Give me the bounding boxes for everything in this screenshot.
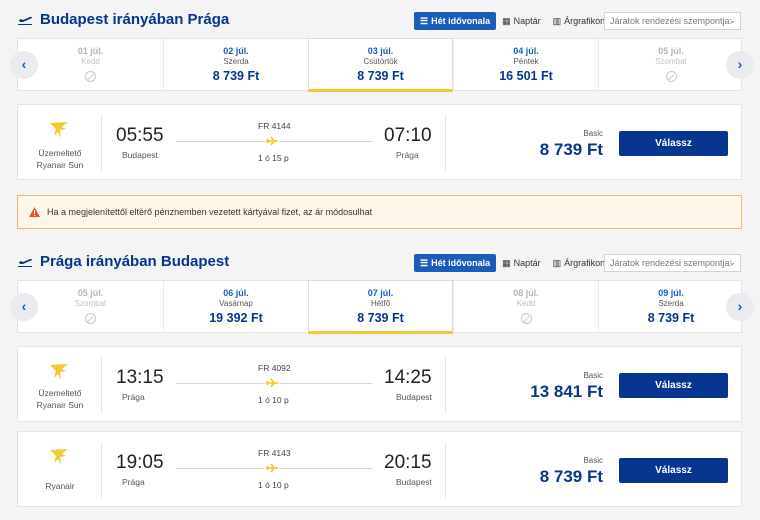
arrival-time: 14:25 — [384, 367, 432, 388]
operator-label: Ryanair — [45, 481, 75, 491]
inbound-sort-select[interactable]: Járatok rendezési szempontja: ⌄ — [604, 254, 741, 272]
outbound-view-calendar[interactable]: ▦ Naptár — [502, 15, 541, 27]
fare-type: Basic — [583, 456, 603, 465]
inbound-view-toggle: ☰ Hét idővonala ▦ Naptár ▥ Árgrafikon — [414, 254, 611, 272]
chevron-down-icon: ⌄ — [728, 257, 736, 267]
inbound-date-strip: 05 júl. Szombat 06 júl. Vasárnap 19 392 … — [10, 280, 754, 334]
arrival-city: Prága — [396, 150, 419, 160]
currency-warning: Ha a megjelenítettől eltérő pénznemben v… — [17, 195, 742, 229]
bar-chart-icon: ▥ — [552, 15, 562, 26]
flight-duration: 1 ó 10 p — [258, 480, 289, 490]
no-flight-icon — [85, 313, 96, 324]
departure-time: 13:15 — [116, 367, 164, 388]
departure-time: 19:05 — [116, 452, 164, 473]
flight-price: 13 841 Ft — [530, 382, 603, 401]
inbound-next-dates-button[interactable]: › — [726, 293, 754, 321]
departure-plane-icon — [18, 258, 32, 267]
outbound-next-dates-button[interactable]: › — [726, 51, 754, 79]
outbound-date-strip: 01 júl. Kedd 02 júl. Szerda 8 739 Ft 03 … — [10, 38, 754, 92]
flight-number: FR 4092 — [258, 363, 291, 373]
inbound-header: Prága irányában Budapest ☰ Hét idővonala … — [0, 251, 760, 277]
arrival-city: Budapest — [396, 392, 432, 402]
calendar-icon: ▦ — [502, 257, 511, 268]
flight-card: Ryanair 19:05 Prága FR 4143 1 ó 10 p 20:… — [17, 431, 742, 507]
ryanair-logo-icon — [50, 449, 68, 465]
operator-label: Üzemeltető Ryanair Sun — [36, 388, 84, 410]
select-flight-button[interactable]: Válassz — [619, 373, 728, 398]
arrival-city: Budapest — [396, 477, 432, 487]
outbound-view-chart[interactable]: ▥ Árgrafikon — [552, 15, 606, 27]
departure-time: 05:55 — [116, 125, 164, 146]
outbound-header: Budapest irányában Prága ☰ Hét idővonala … — [0, 9, 760, 35]
inbound-view-chart[interactable]: ▥ Árgrafikon — [552, 257, 606, 269]
fare-type: Basic — [583, 371, 603, 380]
flight-duration: 1 ó 10 p — [258, 395, 289, 405]
inbound-date-cell: 05 júl. Szombat — [18, 281, 163, 333]
outbound-route-title: Budapest irányában Prága — [40, 11, 230, 28]
outbound-date-cell[interactable]: 02 júl. Szerda 8 739 Ft — [163, 39, 308, 91]
arrival-time: 07:10 — [384, 125, 432, 146]
inbound-date-cell[interactable]: 06 júl. Vasárnap 19 392 Ft — [163, 281, 308, 333]
flight-price: 8 739 Ft — [539, 140, 603, 159]
bar-chart-icon: ▥ — [552, 257, 562, 268]
ryanair-logo-icon — [50, 364, 68, 380]
chevron-left-icon: ‹ — [21, 56, 27, 72]
inbound-date-cell[interactable]: 09 júl. Szerda 8 739 Ft — [598, 281, 743, 333]
departure-city: Prága — [122, 392, 145, 402]
select-flight-button[interactable]: Válassz — [619, 131, 728, 156]
departure-city: Prága — [122, 477, 145, 487]
calendar-icon: ▦ — [502, 15, 511, 26]
warning-icon — [29, 207, 40, 217]
flight-number: FR 4144 — [258, 121, 291, 131]
flight-plane-icon — [265, 136, 279, 146]
flight-card: Üzemeltető Ryanair Sun 13:15 Prága FR 409… — [17, 346, 742, 422]
list-icon: ☰ — [420, 15, 429, 26]
inbound-date-cell: 08 júl. Kedd — [453, 281, 598, 333]
no-flight-icon — [85, 71, 96, 82]
outbound-date-cell-selected[interactable]: 03 júl. Csütörtök 8 739 Ft — [308, 38, 453, 92]
arrival-time: 20:15 — [384, 452, 432, 473]
outbound-view-toggle: ☰ Hét idővonala ▦ Naptár ▥ Árgrafikon — [414, 12, 611, 30]
inbound-view-calendar[interactable]: ▦ Naptár — [502, 257, 541, 269]
flight-number: FR 4143 — [258, 448, 291, 458]
warning-text: Ha a megjelenítettől eltérő pénznemben v… — [47, 207, 373, 217]
flight-price: 8 739 Ft — [539, 467, 603, 486]
departure-plane-icon — [18, 16, 32, 25]
outbound-date-cell: 01 júl. Kedd — [18, 39, 163, 91]
ryanair-logo-icon — [50, 122, 68, 138]
inbound-route-title: Prága irányában Budapest — [40, 253, 230, 270]
outbound-date-cell[interactable]: 04 júl. Péntek 16 501 Ft — [453, 39, 598, 91]
departure-city: Budapest — [122, 150, 158, 160]
outbound-date-cell: 05 júl. Szombat — [598, 39, 743, 91]
inbound-date-cell-selected[interactable]: 07 júl. Hétfő 8 739 Ft — [308, 280, 453, 334]
flight-plane-icon — [265, 463, 279, 473]
chevron-down-icon: ⌄ — [728, 15, 736, 25]
fare-type: Basic — [583, 129, 603, 138]
list-icon: ☰ — [420, 257, 429, 268]
flight-duration: 1 ó 15 p — [258, 153, 289, 163]
chevron-right-icon: › — [737, 298, 743, 314]
operator-label: Üzemeltető Ryanair Sun — [36, 148, 84, 170]
inbound-view-week[interactable]: ☰ Hét idővonala — [414, 254, 497, 272]
chevron-right-icon: › — [737, 56, 743, 72]
no-flight-icon — [520, 313, 532, 324]
outbound-sort-select[interactable]: Járatok rendezési szempontja: ⌄ — [604, 12, 741, 30]
chevron-left-icon: ‹ — [21, 298, 27, 314]
select-flight-button[interactable]: Válassz — [619, 458, 728, 483]
inbound-prev-dates-button[interactable]: ‹ — [10, 293, 38, 321]
outbound-prev-dates-button[interactable]: ‹ — [10, 51, 38, 79]
outbound-view-week[interactable]: ☰ Hét idővonala — [414, 12, 497, 30]
no-flight-icon — [665, 71, 677, 82]
flight-plane-icon — [265, 378, 279, 388]
flight-card: Üzemeltető Ryanair Sun 05:55 Budapest FR … — [17, 104, 742, 180]
